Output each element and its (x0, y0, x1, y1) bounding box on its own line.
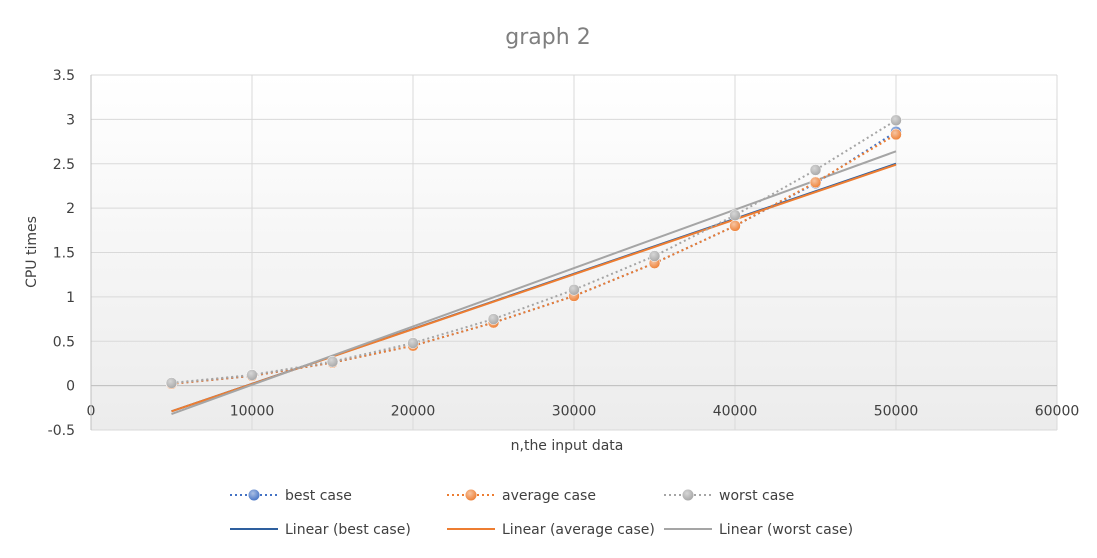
data-point-highlight (810, 176, 821, 188)
trendline (171, 150, 897, 415)
legend-label: worst case (719, 488, 794, 504)
y-tick-label: 0.5 (53, 334, 75, 350)
y-tick-label: 1.5 (53, 246, 75, 262)
x-tick-label: 50000 (874, 404, 919, 420)
y-tick-label: 2 (66, 201, 75, 217)
legend-marker-highlight (465, 489, 477, 501)
x-tick-label: 60000 (1035, 404, 1080, 420)
y-tick-label: -0.5 (48, 423, 75, 439)
data-point-highlight (890, 128, 902, 140)
x-axis-title: n,the input data (511, 438, 624, 454)
legend-marker-highlight (248, 489, 260, 501)
y-tick-label: 2.5 (53, 157, 75, 173)
y-tick-label: 0 (66, 379, 75, 395)
legend: best case average case worst case Linear (b… (230, 488, 853, 538)
data-point-highlight (729, 209, 741, 221)
legend-label: average case (502, 488, 596, 504)
x-tick-label: 30000 (552, 404, 597, 420)
legend-label: Linear (best case) (285, 522, 411, 538)
data-point-highlight (488, 313, 499, 325)
data-point-highlight (729, 220, 741, 232)
series-line (171, 119, 897, 384)
data-point-highlight (568, 284, 580, 296)
data-point-highlight (166, 377, 177, 389)
legend-label: best case (285, 488, 352, 504)
data-point-highlight (649, 250, 660, 262)
y-tick-label: 3 (66, 112, 75, 128)
chart-title: graph 2 (505, 25, 590, 50)
x-tick-label: 20000 (391, 404, 436, 420)
data-point-highlight (407, 337, 419, 349)
data-point-highlight (810, 164, 821, 176)
legend-marker-highlight (682, 489, 694, 501)
data-point-highlight (327, 356, 338, 368)
x-tick-label: 10000 (230, 404, 275, 420)
data-point-highlight (890, 114, 902, 126)
legend-label: Linear (average case) (502, 522, 655, 538)
legend-label: Linear (worst case) (719, 522, 853, 538)
data-point-highlight (246, 369, 258, 381)
plot-area: -0.500.511.522.533.50 10000 20000 30000 4000… (48, 68, 1080, 439)
y-axis-title: CPU times (24, 216, 40, 288)
y-tick-label: 3.5 (53, 68, 75, 84)
y-tick-label: 1 (66, 290, 75, 306)
x-tick-label: 40000 (713, 404, 758, 420)
